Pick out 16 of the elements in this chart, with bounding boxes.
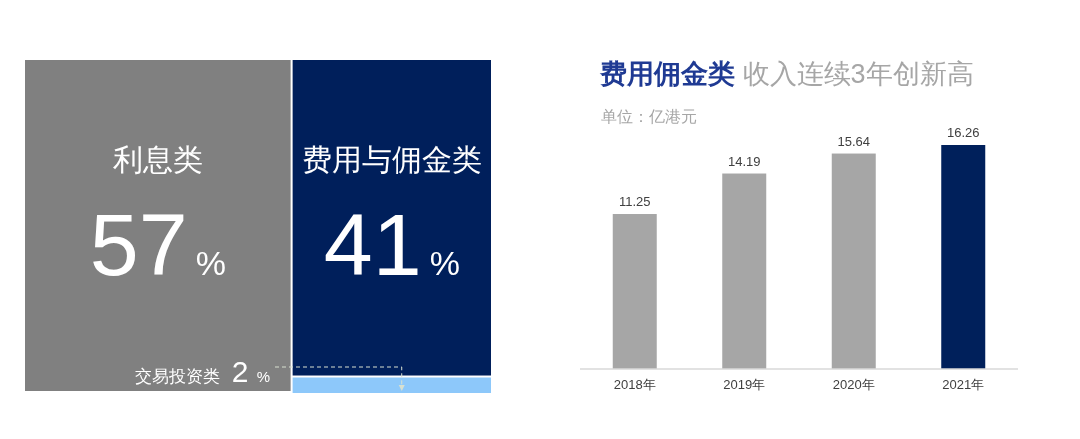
category-label: 交易投资类 [134, 367, 220, 386]
data-label: 11.25 [618, 194, 651, 210]
chart-subtitle: 单位：亿港元 [601, 108, 697, 125]
x-tick-label: 2019年 [723, 377, 766, 392]
chart-title: 费用佣金类 收入连续3年创新高 [599, 59, 974, 89]
data-label: 57% [89, 195, 226, 294]
x-tick-label: 2018年 [613, 377, 656, 392]
data-label: 2 % [231, 355, 270, 388]
data-label: 41% [323, 195, 460, 294]
data-label: 15.64 [837, 133, 871, 149]
category-label: 费用与佣金类 [301, 143, 482, 176]
x-tick-label: 2021年 [942, 377, 985, 392]
data-label: 16.26 [946, 125, 980, 140]
data-label: 14.19 [727, 153, 761, 169]
x-tick-label: 2020年 [832, 377, 875, 392]
category-label: 利息类 [112, 143, 203, 176]
